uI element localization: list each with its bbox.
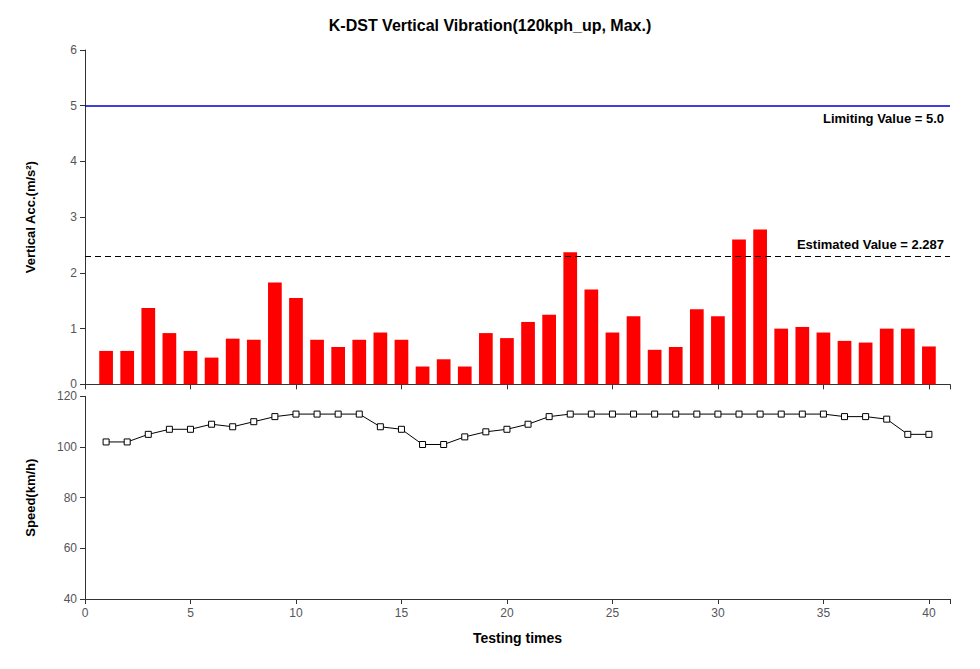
svg-text:1: 1 [70,322,77,336]
svg-text:5: 5 [187,606,194,620]
svg-text:2: 2 [70,266,77,280]
svg-text:20: 20 [500,606,514,620]
svg-text:5: 5 [70,99,77,113]
svg-text:60: 60 [64,541,78,555]
svg-text:0: 0 [70,377,77,392]
svg-text:100: 100 [57,440,77,454]
svg-text:Limiting Value = 5.0: Limiting Value = 5.0 [823,111,944,126]
svg-text:10: 10 [289,606,303,620]
svg-text:Speed(km/h): Speed(km/h) [23,459,38,537]
svg-text:Estimated Value = 2.287: Estimated Value = 2.287 [797,237,944,252]
svg-text:120: 120 [57,389,77,403]
svg-text:4: 4 [70,154,77,168]
svg-text:25: 25 [606,606,620,620]
svg-text:Vertical Acc.(m/s²): Vertical Acc.(m/s²) [23,161,38,273]
svg-text:80: 80 [64,491,78,505]
svg-text:40: 40 [64,592,78,606]
svg-text:35: 35 [817,606,831,620]
svg-text:6: 6 [70,43,77,57]
svg-text:40: 40 [922,606,936,620]
svg-text:3: 3 [70,210,77,224]
svg-text:Testing times: Testing times [473,630,562,646]
svg-text:15: 15 [395,606,409,620]
svg-text:0: 0 [82,606,89,620]
svg-text:30: 30 [711,606,725,620]
svg-text:K-DST Vertical Vibration(120kp: K-DST Vertical Vibration(120kph_up, Max.… [329,17,651,34]
